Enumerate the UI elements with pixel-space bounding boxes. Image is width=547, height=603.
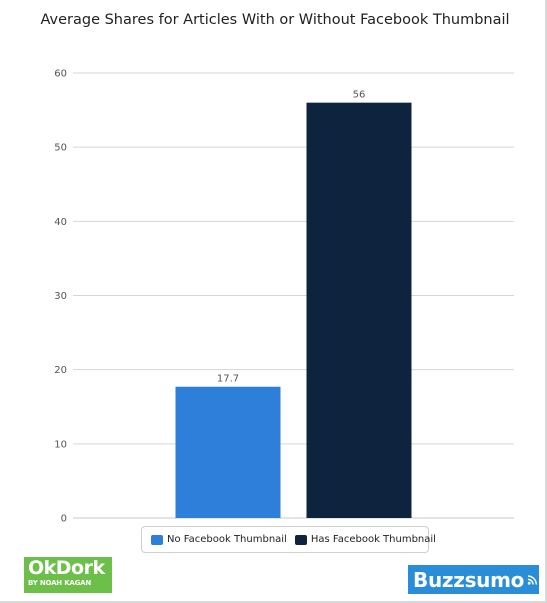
y-tick-label: 30 bbox=[54, 291, 67, 302]
legend-item-has-thumbnail[interactable]: Has Facebook Thumbnail bbox=[294, 534, 436, 545]
legend-label-no-thumbnail: No Facebook Thumbnail bbox=[167, 534, 287, 545]
legend-swatch-no-thumbnail bbox=[151, 534, 163, 545]
legend-label-has-thumbnail: Has Facebook Thumbnail bbox=[310, 534, 436, 545]
buzzsumo-logo: Buzzsumo bbox=[408, 565, 539, 594]
y-tick-label: 10 bbox=[54, 439, 67, 450]
y-tick-label: 60 bbox=[54, 69, 67, 80]
okdork-logo-text: OkDork bbox=[28, 557, 105, 579]
y-tick-label: 20 bbox=[54, 365, 67, 376]
y-tick-label: 40 bbox=[54, 217, 67, 228]
data-label: 56 bbox=[353, 90, 366, 101]
chart-legend[interactable]: No Facebook Thumbnail Has Facebook Thumb… bbox=[141, 526, 436, 553]
legend-swatch-has-thumbnail bbox=[294, 534, 307, 545]
broadcast-icon bbox=[527, 574, 538, 585]
data-label: 17.7 bbox=[217, 374, 239, 385]
chart-title: Average Shares for Articles With or With… bbox=[40, 12, 510, 28]
y-tick-label: 50 bbox=[54, 143, 67, 154]
bar-has-thumbnail bbox=[306, 102, 412, 519]
legend-item-no-thumbnail[interactable]: No Facebook Thumbnail bbox=[151, 534, 287, 545]
y-tick-label: 0 bbox=[61, 514, 67, 525]
buzzsumo-logo-text: Buzzsumo bbox=[413, 567, 525, 592]
okdork-logo: OkDork BY NOAH KAGAN bbox=[24, 557, 112, 593]
bar-no-thumbnail bbox=[175, 386, 281, 518]
okdork-logo-subtext: BY NOAH KAGAN bbox=[28, 579, 92, 587]
